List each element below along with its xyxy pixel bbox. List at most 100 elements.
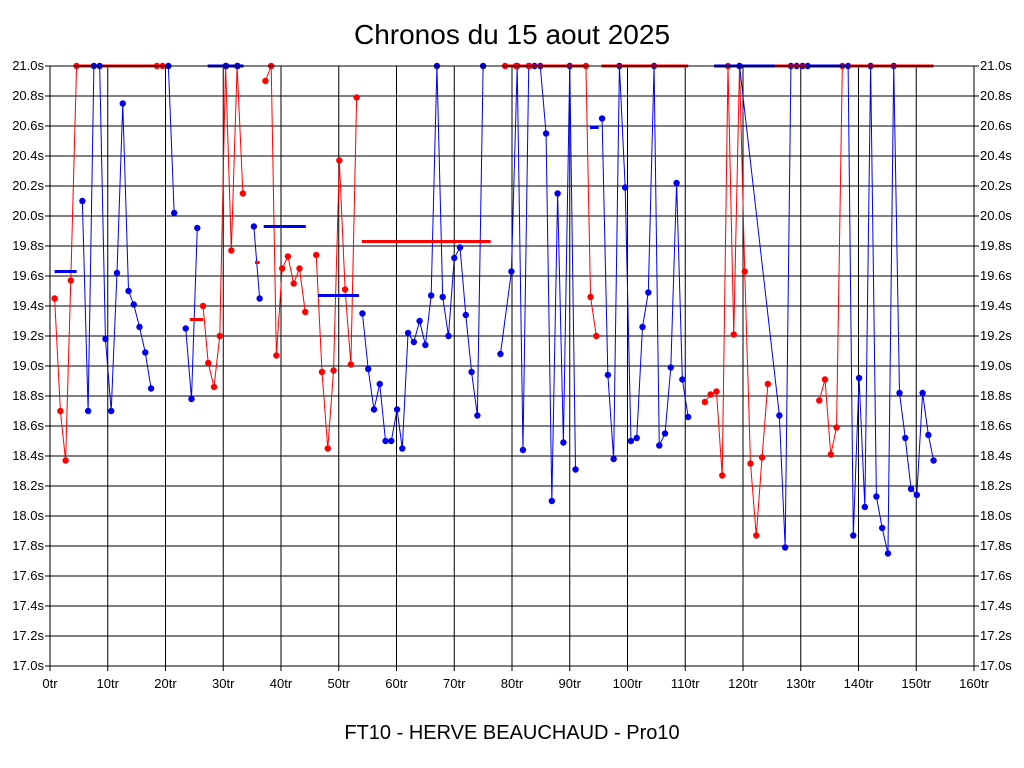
y-tick-label-left: 19.4s bbox=[12, 298, 44, 313]
y-tick-label-left: 18.0s bbox=[12, 508, 44, 523]
x-tick-label: 150tr bbox=[901, 676, 931, 691]
lap-point bbox=[919, 389, 926, 397]
lap-point bbox=[142, 349, 149, 356]
lap-point bbox=[827, 451, 834, 458]
lap-point bbox=[278, 265, 286, 272]
y-tick-label-right: 17.4s bbox=[980, 598, 1012, 613]
y-tick-label-right: 20.2s bbox=[980, 178, 1012, 193]
y-tick-label-right: 19.0s bbox=[980, 358, 1012, 373]
lap-point bbox=[427, 292, 435, 299]
lap-point bbox=[462, 311, 469, 319]
lap-point bbox=[656, 442, 663, 449]
lap-point bbox=[393, 406, 401, 413]
y-tick-label-right: 20.8s bbox=[980, 88, 1012, 103]
lap-point bbox=[404, 329, 412, 337]
x-tick-label: 100tr bbox=[613, 676, 643, 691]
lap-point bbox=[679, 376, 686, 383]
y-tick-label-right: 20.4s bbox=[980, 148, 1012, 163]
y-tick-label-left: 19.2s bbox=[12, 328, 44, 343]
x-tick-label: 90tr bbox=[559, 676, 582, 691]
lap-point bbox=[560, 439, 567, 446]
lap-point bbox=[719, 472, 726, 479]
lap-point bbox=[256, 295, 263, 302]
lap-point bbox=[707, 391, 714, 398]
lap-point bbox=[587, 293, 594, 301]
lap-point bbox=[776, 412, 783, 419]
lap-point bbox=[730, 331, 737, 338]
lap-point bbox=[645, 289, 652, 296]
lap-point bbox=[188, 395, 195, 403]
lap-point bbox=[850, 532, 857, 539]
lap-point bbox=[673, 179, 680, 187]
lap-point bbox=[508, 268, 515, 275]
y-tick-label-right: 18.0s bbox=[980, 508, 1012, 523]
lap-point bbox=[913, 491, 921, 499]
lap-point bbox=[370, 406, 378, 413]
y-tick-label-left: 18.8s bbox=[12, 388, 44, 403]
lap-point bbox=[341, 286, 349, 293]
lap-point bbox=[701, 398, 709, 406]
lap-point bbox=[474, 412, 481, 419]
lap-point bbox=[621, 184, 629, 191]
lap-point bbox=[239, 190, 247, 197]
lap-point bbox=[296, 265, 303, 272]
lap-point bbox=[284, 253, 292, 260]
series-line bbox=[601, 65, 689, 460]
y-tick-label-left: 20.6s bbox=[12, 118, 44, 133]
lap-point bbox=[925, 431, 932, 439]
lap-point bbox=[79, 197, 86, 205]
lap-point bbox=[359, 310, 366, 317]
plot-border bbox=[49, 65, 975, 667]
x-tick-label: 120tr bbox=[728, 676, 758, 691]
lap-point bbox=[445, 332, 452, 340]
lap-point bbox=[57, 407, 64, 415]
lap-point bbox=[250, 223, 258, 230]
lap-point bbox=[136, 323, 143, 331]
lap-point bbox=[422, 341, 429, 349]
lap-point bbox=[873, 493, 880, 500]
lap-point bbox=[324, 445, 331, 452]
lap-point bbox=[365, 365, 372, 373]
lap-point bbox=[741, 268, 748, 275]
lap-point bbox=[519, 446, 527, 454]
y-tick-label-right: 19.4s bbox=[980, 298, 1012, 313]
lap-point bbox=[633, 434, 640, 442]
series-line bbox=[167, 65, 175, 214]
lap-point bbox=[130, 301, 137, 308]
x-tick-label: 40tr bbox=[270, 676, 293, 691]
y-tick-label-left: 21.0s bbox=[12, 58, 44, 73]
lap-point bbox=[376, 380, 383, 388]
y-tick-label-right: 18.2s bbox=[980, 478, 1012, 493]
y-tick-label-right: 18.6s bbox=[980, 418, 1012, 433]
x-tick-label: 10tr bbox=[97, 676, 120, 691]
lap-point bbox=[62, 457, 69, 464]
lap-point bbox=[399, 445, 406, 452]
lap-point bbox=[113, 269, 121, 277]
series-line bbox=[202, 65, 244, 388]
y-tick-label-left: 18.2s bbox=[12, 478, 44, 493]
lap-point bbox=[410, 338, 418, 346]
x-tick-label: 70tr bbox=[443, 676, 466, 691]
lap-point bbox=[439, 293, 446, 301]
lap-point bbox=[878, 524, 886, 532]
y-tick-label-left: 18.4s bbox=[12, 448, 44, 463]
lap-point bbox=[758, 454, 766, 461]
lap-point bbox=[262, 77, 269, 85]
y-tick-label-left: 19.0s bbox=[12, 358, 44, 373]
x-tick-label: 140tr bbox=[844, 676, 874, 691]
x-tick-label: 110tr bbox=[671, 676, 700, 691]
lap-point bbox=[347, 361, 355, 368]
y-tick-label-left: 19.6s bbox=[12, 268, 44, 283]
lap-point bbox=[456, 244, 464, 251]
lap-point bbox=[884, 550, 892, 557]
y-tick-label-left: 18.6s bbox=[12, 418, 44, 433]
lap-point bbox=[497, 350, 504, 358]
lap-point bbox=[330, 367, 337, 374]
lap-point bbox=[468, 368, 475, 376]
lap-point bbox=[781, 544, 789, 551]
x-tick-label: 130tr bbox=[786, 676, 816, 691]
x-axis-title: FT10 - HERVE BEAUCHAUD - Pro10 bbox=[344, 722, 679, 744]
x-tick-label: 60tr bbox=[385, 676, 408, 691]
grid bbox=[45, 65, 979, 671]
lap-point bbox=[353, 94, 360, 101]
